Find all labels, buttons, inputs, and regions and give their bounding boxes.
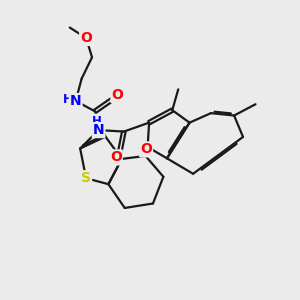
Text: O: O [110, 150, 122, 164]
Text: H: H [92, 115, 102, 128]
Text: O: O [140, 142, 152, 156]
Text: N: N [70, 94, 82, 108]
Text: O: O [80, 31, 92, 45]
Text: O: O [111, 88, 123, 102]
Text: S: S [81, 171, 91, 185]
Text: H: H [62, 93, 72, 106]
Text: N: N [93, 123, 104, 137]
